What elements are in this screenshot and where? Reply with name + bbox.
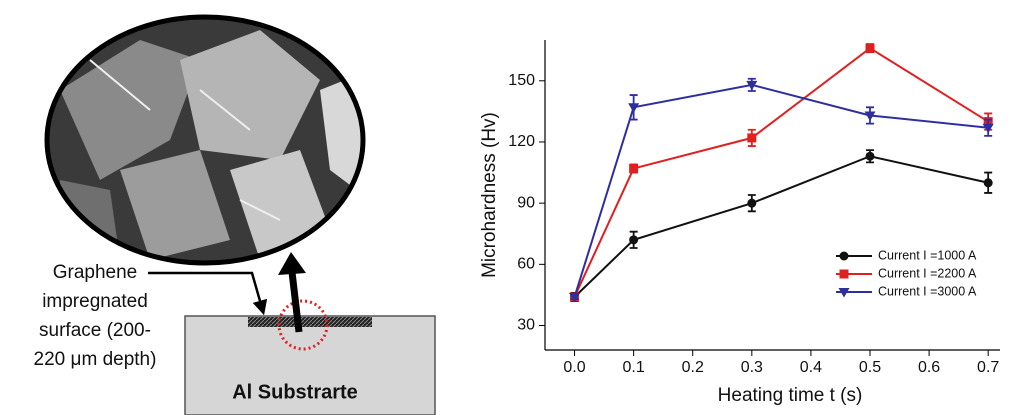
label-line: impregnated — [42, 291, 148, 312]
y-tick-label: 60 — [517, 256, 535, 273]
y-axis-label: Microhardness (Hv) — [479, 112, 500, 278]
label-arrow — [148, 273, 262, 308]
y-tick-label: 120 — [508, 133, 535, 150]
legend-label: Current I =1000 A — [878, 248, 977, 262]
marker — [866, 44, 875, 53]
legend-label: Current I =2200 A — [878, 266, 977, 280]
x-tick-label: 0.3 — [741, 359, 763, 376]
x-tick-label: 0.4 — [800, 359, 822, 376]
marker — [840, 270, 849, 279]
x-tick-label: 0.1 — [623, 359, 645, 376]
marker — [983, 124, 994, 134]
figure: Graphene impregnated surface (200- 220 μ… — [0, 0, 1011, 415]
chart: 30 60 90 120 150 0.0 0.1 0.2 0.3 0.4 0.5 0.6 0.7 Curr… — [508, 40, 1000, 376]
x-tick-label: 0.7 — [977, 359, 999, 376]
y-tick-label: 150 — [508, 72, 535, 89]
marker — [866, 152, 875, 161]
x-tick-label: 0.5 — [859, 359, 881, 376]
graphene-layer — [248, 317, 372, 327]
label-line: Graphene — [53, 262, 138, 283]
label-line: 220 μm depth) — [34, 349, 157, 370]
substrate-label: Al Substrarte — [232, 381, 358, 403]
x-axis-label: Heating time t (s) — [718, 385, 863, 406]
label-line: surface (200- — [39, 320, 151, 341]
marker — [629, 164, 638, 173]
legend-label: Current I =3000 A — [878, 284, 977, 298]
marker — [747, 133, 756, 142]
y-tick-label: 90 — [517, 194, 535, 211]
x-tick-label: 0.0 — [563, 359, 585, 376]
y-tick-label: 30 — [517, 317, 535, 334]
zoom-arrowhead — [278, 252, 306, 275]
marker — [840, 252, 849, 261]
marker — [629, 235, 638, 244]
sem-image — [40, 10, 370, 270]
marker — [984, 178, 993, 187]
marker — [628, 103, 639, 113]
x-tick-label: 0.2 — [682, 359, 704, 376]
x-tick-label: 0.6 — [918, 359, 940, 376]
marker — [747, 199, 756, 208]
